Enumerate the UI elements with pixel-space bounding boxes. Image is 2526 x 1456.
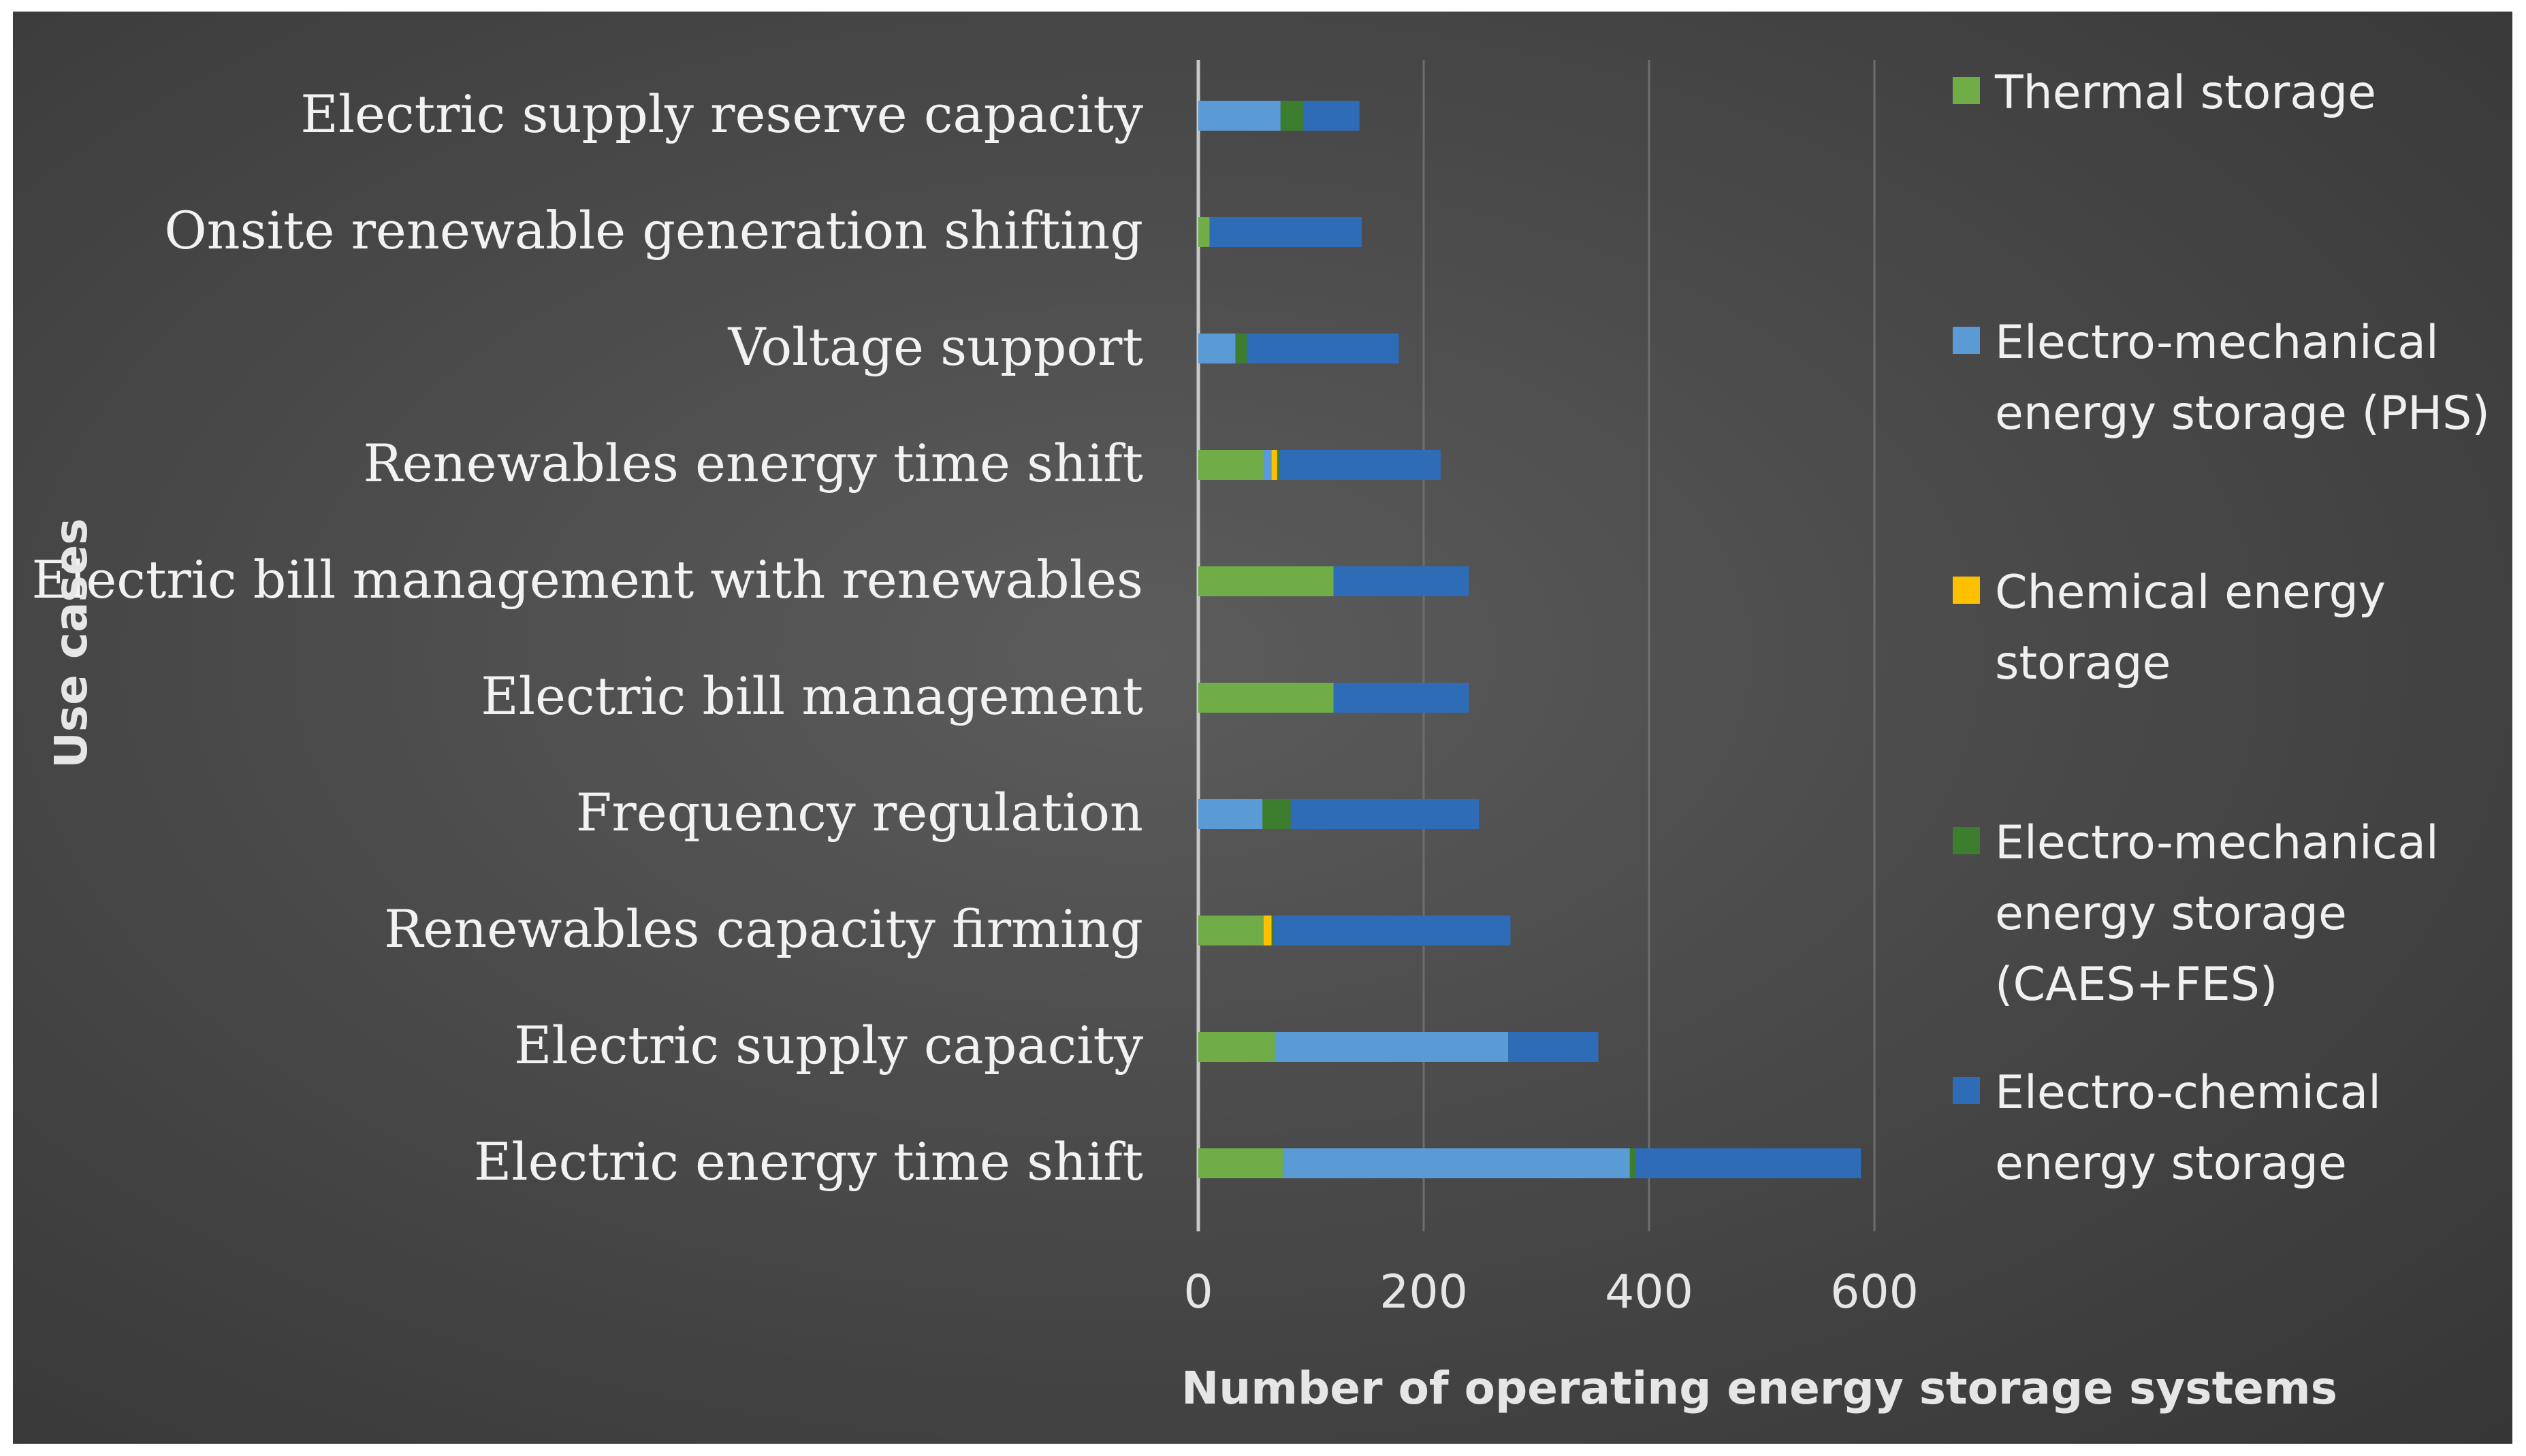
legend-label: (CAES+FES) bbox=[1995, 958, 2277, 1012]
bar-segment bbox=[1198, 1032, 1275, 1062]
legend-label: energy storage bbox=[1995, 887, 2347, 941]
bars bbox=[1198, 101, 1861, 1178]
bar-segment bbox=[1283, 1148, 1630, 1178]
legend: Thermal storage Electro-mechanical energy … bbox=[1953, 66, 2490, 1191]
bar-segment bbox=[1262, 799, 1291, 829]
category-label: Renewables energy time shift bbox=[363, 433, 1143, 494]
bar-segment bbox=[1198, 566, 1334, 596]
bar-segment bbox=[1635, 1148, 1861, 1178]
bar-segment bbox=[1263, 450, 1272, 480]
chart-frame: Electric supply reserve capacity Onsite r… bbox=[13, 12, 2512, 1444]
x-tick-label: 600 bbox=[1830, 1265, 1919, 1319]
x-tick-label: 400 bbox=[1605, 1265, 1693, 1319]
bar-segment bbox=[1198, 1148, 1283, 1178]
bar-segment bbox=[1198, 799, 1263, 829]
legend-swatch bbox=[1953, 1077, 1980, 1104]
category-label: Electric bill management with renewables bbox=[32, 549, 1143, 610]
legend-label: Thermal storage bbox=[1994, 66, 2376, 120]
legend-label: storage bbox=[1995, 636, 2171, 690]
stacked-bar-chart: Electric supply reserve capacity Onsite r… bbox=[32, 60, 2490, 1414]
legend-swatch bbox=[1953, 827, 1980, 854]
bar-segment bbox=[1198, 334, 1236, 363]
bar-segment bbox=[1275, 1032, 1509, 1062]
bar-segment bbox=[1280, 101, 1303, 131]
bar-segment bbox=[1290, 799, 1480, 829]
legend-swatch bbox=[1953, 327, 1980, 354]
category-label: Onsite renewable generation shifting bbox=[164, 200, 1143, 261]
bar-segment bbox=[1271, 450, 1277, 480]
bar-segment bbox=[1271, 916, 1274, 945]
bar-segment bbox=[1277, 450, 1280, 480]
bar-segment bbox=[1508, 1032, 1599, 1062]
legend-label: Electro-mechanical bbox=[1995, 816, 2439, 870]
category-labels: Electric supply reserve capacity Onsite r… bbox=[32, 84, 1144, 1192]
category-label: Renewables capacity firming bbox=[384, 899, 1143, 959]
y-axis-title: Use cases bbox=[45, 518, 97, 769]
bar-segment bbox=[1198, 683, 1334, 713]
legend-swatch bbox=[1953, 577, 1980, 604]
bar-segment bbox=[1629, 1148, 1636, 1178]
bar-segment bbox=[1263, 916, 1272, 945]
legend-swatch bbox=[1953, 77, 1980, 104]
category-label: Electric bill management bbox=[481, 666, 1143, 726]
bar-segment bbox=[1198, 916, 1264, 945]
legend-label: energy storage (PHS) bbox=[1995, 387, 2490, 440]
x-tick-label: 0 bbox=[1183, 1265, 1213, 1319]
legend-label: Chemical energy bbox=[1995, 566, 2386, 619]
legend-label: Electro-mechanical bbox=[1995, 316, 2439, 370]
x-tick-labels: 0 200 400 600 bbox=[1183, 1265, 1919, 1319]
bar-segment bbox=[1333, 683, 1469, 713]
bar-segment bbox=[1209, 217, 1362, 247]
category-label: Electric supply capacity bbox=[514, 1015, 1143, 1075]
legend-label: Electro-chemical bbox=[1995, 1066, 2381, 1120]
category-label: Electric energy time shift bbox=[474, 1131, 1143, 1192]
category-label: Frequency regulation bbox=[576, 782, 1143, 843]
bar-segment bbox=[1235, 334, 1247, 363]
bar-segment bbox=[1198, 450, 1264, 480]
legend-label: energy storage bbox=[1995, 1137, 2347, 1191]
bar-segment bbox=[1247, 334, 1399, 363]
x-tick-label: 200 bbox=[1379, 1265, 1468, 1319]
bar-segment bbox=[1198, 101, 1281, 131]
bar-segment bbox=[1302, 101, 1360, 131]
x-axis-title: Number of operating energy storage syste… bbox=[1181, 1362, 2337, 1414]
bar-segment bbox=[1198, 217, 1210, 247]
bar-segment bbox=[1333, 566, 1469, 596]
bar-segment bbox=[1279, 450, 1441, 480]
bar-segment bbox=[1273, 916, 1511, 945]
category-label: Voltage support bbox=[728, 317, 1143, 377]
category-label: Electric supply reserve capacity bbox=[300, 84, 1143, 144]
